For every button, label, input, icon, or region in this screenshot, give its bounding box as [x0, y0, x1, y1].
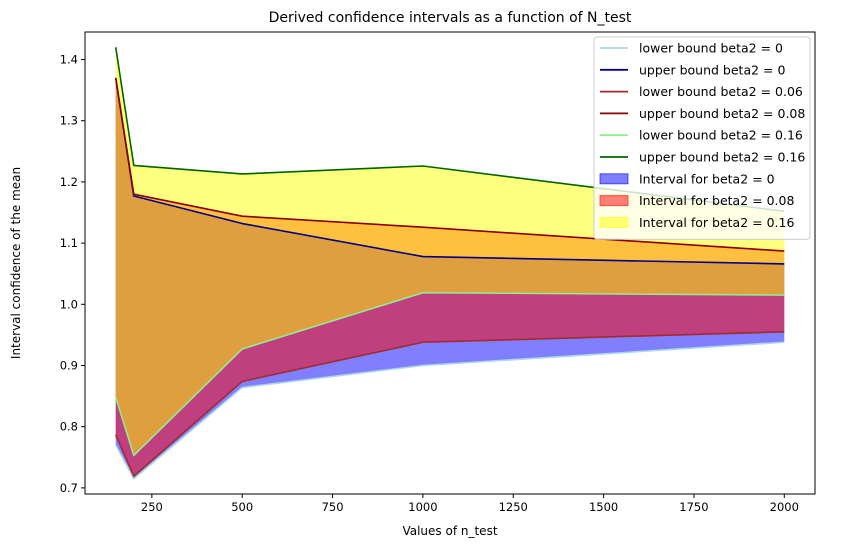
legend-label: lower bound beta2 = 0.16 — [639, 128, 803, 143]
x-tick-label: 250 — [141, 500, 163, 514]
y-tick-label: 1.1 — [60, 236, 78, 250]
legend-label: Interval for beta2 = 0.16 — [639, 215, 794, 230]
x-tick-label: 2000 — [770, 500, 799, 514]
legend-label: upper bound beta2 = 0 — [639, 62, 785, 77]
legend: lower bound beta2 = 0 upper bound beta2 =… — [593, 36, 811, 240]
legend-label: upper bound beta2 = 0.16 — [639, 150, 805, 165]
chart-title: Derived confidence intervals as a functi… — [269, 10, 632, 26]
line-upper-bound-beta2-0-16 — [114, 47, 785, 213]
legend-swatch — [599, 216, 629, 228]
x-axis: 250 500 750 1000 1250 1500 1750 2000 — [141, 494, 799, 514]
y-tick-label: 0.8 — [60, 420, 78, 434]
y-tick-label: 1.3 — [60, 114, 78, 128]
line-lower-bound-beta2-0-06 — [114, 331, 785, 478]
line-lower-bound-beta2-0-16 — [114, 291, 785, 457]
legend-swatch — [599, 195, 629, 207]
y-tick-label: 1.0 — [60, 297, 78, 311]
legend-label: lower bound beta2 = 0 — [639, 41, 783, 56]
y-axis: 0.7 0.8 0.9 1.0 1.1 1.2 1.3 1.4 — [60, 53, 85, 495]
x-tick-label: 1750 — [679, 500, 708, 514]
band-interval-for-beta2-0-16 — [115, 47, 785, 456]
x-tick-label: 500 — [231, 500, 253, 514]
x-tick-label: 1500 — [589, 500, 618, 514]
line-upper-bound-beta2-0-08 — [114, 77, 785, 252]
legend-label: Interval for beta2 = 0 — [639, 171, 775, 186]
y-tick-label: 1.2 — [60, 175, 78, 189]
plot-frame — [84, 31, 816, 495]
x-tick-label: 1250 — [499, 500, 528, 514]
legend-label: upper bound beta2 = 0.08 — [639, 106, 805, 121]
plot-area — [114, 47, 785, 480]
x-tick-label: 750 — [322, 500, 344, 514]
legend-label: Interval for beta2 = 0.08 — [639, 193, 794, 208]
y-tick-label: 1.4 — [60, 53, 78, 67]
x-tick-label: 1000 — [408, 500, 437, 514]
y-axis-label: Interval confidence of the mean — [9, 167, 23, 359]
y-tick-label: 0.7 — [60, 481, 78, 495]
y-tick-label: 0.9 — [60, 358, 78, 372]
legend-label: lower bound beta2 = 0.06 — [639, 84, 803, 99]
legend-swatch — [599, 173, 629, 185]
line-lower-bound-beta2-0 — [115, 341, 785, 480]
legend-box — [593, 36, 811, 240]
x-axis-label: Values of n_test — [402, 524, 497, 538]
